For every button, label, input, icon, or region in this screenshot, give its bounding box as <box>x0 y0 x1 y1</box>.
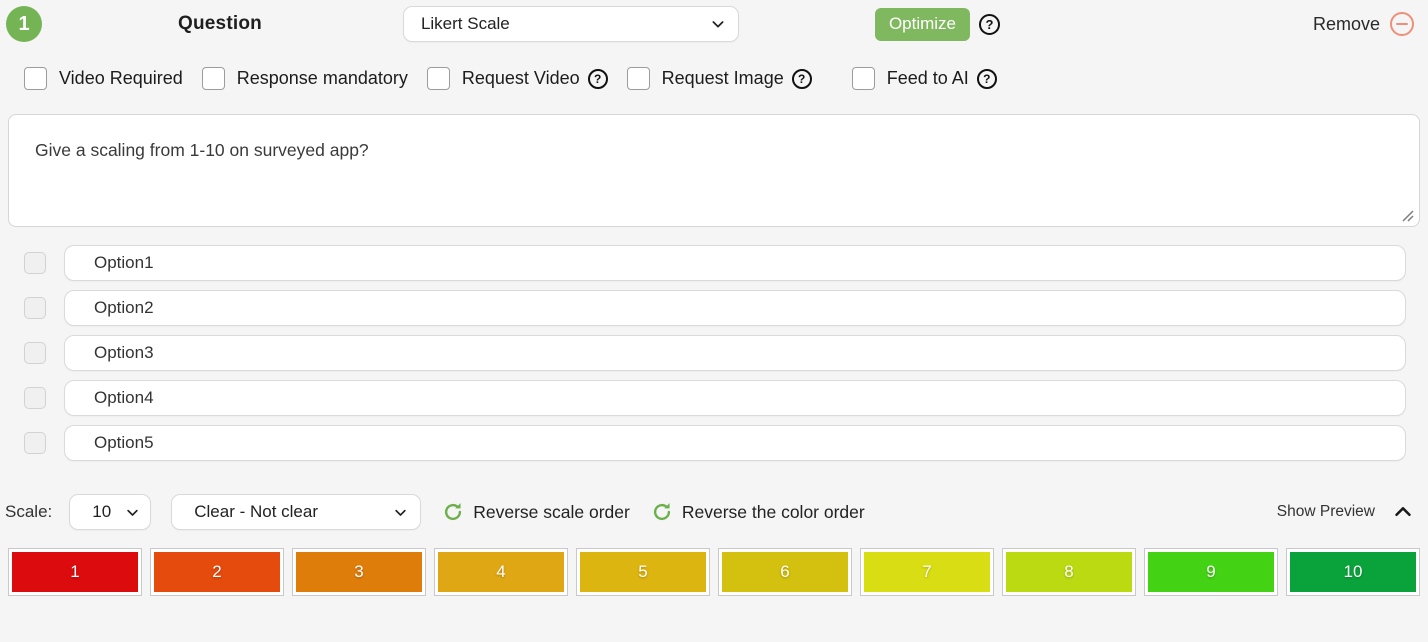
option5-value: Option5 <box>94 433 154 452</box>
resize-handle-icon[interactable] <box>1400 208 1414 222</box>
flag-label: Video Required <box>59 68 183 88</box>
option1-value: Option1 <box>94 253 154 272</box>
scale-labels-value: Clear - Not clear <box>194 502 319 521</box>
likert-cell-value: 8 <box>1006 552 1132 592</box>
likert-cell-4[interactable]: 4 <box>434 548 568 596</box>
flag-response-mandatory: Response mandatory <box>201 67 408 90</box>
refresh-icon <box>445 503 462 521</box>
optimize-help-icon[interactable]: ? <box>979 13 1001 35</box>
video-required-checkbox[interactable] <box>24 67 47 90</box>
likert-cell-3[interactable]: 3 <box>292 548 426 596</box>
likert-cell-7[interactable]: 7 <box>860 548 994 596</box>
remove-minus-icon[interactable] <box>1390 12 1414 36</box>
option-row: Option5 <box>0 425 1428 461</box>
flag-label: Request Image <box>661 68 784 88</box>
refresh-icon <box>653 503 670 521</box>
likert-cell-6[interactable]: 6 <box>718 548 852 596</box>
option2-checkbox[interactable] <box>24 297 46 319</box>
option2-value: Option2 <box>94 298 154 317</box>
scale-label: Scale: <box>5 502 53 521</box>
flag-label: Feed to AI <box>886 68 969 88</box>
option1-input[interactable]: Option1 <box>64 245 1406 281</box>
request-image-help-icon[interactable]: ? <box>791 68 812 89</box>
request-video-help-icon[interactable]: ? <box>587 68 608 89</box>
page-title: Question <box>178 13 262 34</box>
flag-request-video: Request Video ? <box>426 67 608 90</box>
flag-request-image: Request Image ? <box>626 67 812 90</box>
scale-count-value: 10 <box>92 502 112 521</box>
scale-row: Scale: 10 Clear - Not clear Reverse scal… <box>5 494 1414 530</box>
option-row: Option2 <box>0 290 1428 326</box>
option4-value: Option4 <box>94 388 154 407</box>
likert-cell-value: 6 <box>722 552 848 592</box>
chevron-down-icon <box>712 21 724 28</box>
likert-cell-9[interactable]: 9 <box>1144 548 1278 596</box>
option4-checkbox[interactable] <box>24 387 46 409</box>
chevron-down-icon <box>395 509 406 516</box>
request-video-checkbox[interactable] <box>426 67 450 90</box>
reverse-color-order-label: Reverse the color order <box>681 501 865 522</box>
remove-group[interactable]: Remove <box>1313 12 1414 36</box>
response-mandatory-checkbox[interactable] <box>201 67 225 90</box>
likert-cell-value: 4 <box>438 552 564 592</box>
option1-checkbox[interactable] <box>24 252 46 274</box>
optimize-button[interactable]: Optimize <box>874 7 971 41</box>
scale-labels-select[interactable]: Clear - Not clear <box>171 494 422 530</box>
option5-checkbox[interactable] <box>24 432 46 454</box>
option-row: Option4 <box>0 380 1428 416</box>
question-type-value: Likert Scale <box>420 14 510 33</box>
flags-row: Video Required Response mandatory Reques… <box>24 67 1428 90</box>
header-row: 1 Question Likert Scale Optimize ? Remov… <box>0 0 1428 44</box>
likert-cell-value: 1 <box>12 552 138 592</box>
flag-feed-to-ai: Feed to AI ? <box>851 67 997 90</box>
question-text: Give a scaling from 1-10 on surveyed app… <box>35 140 369 160</box>
likert-cell-1[interactable]: 1 <box>8 548 142 596</box>
options-list: Option1 Option2 Option3 Option4 Option5 <box>0 245 1428 461</box>
option-row: Option3 <box>0 335 1428 371</box>
option5-input[interactable]: Option5 <box>64 425 1406 461</box>
likert-cell-value: 2 <box>154 552 280 592</box>
likert-cell-5[interactable]: 5 <box>576 548 710 596</box>
chevron-up-icon[interactable] <box>1392 501 1414 523</box>
question-type-select[interactable]: Likert Scale <box>402 6 739 42</box>
remove-label[interactable]: Remove <box>1312 13 1380 34</box>
flag-label: Response mandatory <box>236 68 408 88</box>
option3-checkbox[interactable] <box>24 342 46 364</box>
chevron-down-icon <box>127 509 138 516</box>
likert-cell-value: 9 <box>1148 552 1274 592</box>
option3-value: Option3 <box>94 343 154 362</box>
flag-video-required: Video Required <box>24 67 183 90</box>
flag-label: Request Video <box>461 68 580 88</box>
likert-cell-value: 10 <box>1290 552 1416 592</box>
reverse-scale-order-button[interactable]: Reverse scale order <box>442 501 630 523</box>
request-image-checkbox[interactable] <box>626 67 650 90</box>
likert-cell-value: 5 <box>580 552 706 592</box>
option3-input[interactable]: Option3 <box>64 335 1406 371</box>
reverse-color-order-button[interactable]: Reverse the color order <box>651 501 865 523</box>
scale-count-select[interactable]: 10 <box>69 494 152 530</box>
likert-cell-value: 7 <box>864 552 990 592</box>
likert-cell-value: 3 <box>296 552 422 592</box>
reverse-scale-order-label: Reverse scale order <box>473 501 630 522</box>
feed-to-ai-checkbox[interactable] <box>851 67 875 90</box>
likert-color-strip: 1 2 3 4 5 6 7 8 9 10 <box>0 548 1428 596</box>
likert-cell-10[interactable]: 10 <box>1286 548 1420 596</box>
likert-cell-2[interactable]: 2 <box>150 548 284 596</box>
question-textarea[interactable]: Give a scaling from 1-10 on surveyed app… <box>8 114 1420 227</box>
feed-to-ai-help-icon[interactable]: ? <box>976 68 997 89</box>
option-row: Option1 <box>0 245 1428 281</box>
option4-input[interactable]: Option4 <box>64 380 1406 416</box>
option2-input[interactable]: Option2 <box>64 290 1406 326</box>
show-preview-label: Show Preview <box>1276 503 1375 520</box>
show-preview-toggle[interactable]: Show Preview <box>1277 501 1414 523</box>
likert-cell-8[interactable]: 8 <box>1002 548 1136 596</box>
question-index-badge: 1 <box>6 6 42 42</box>
